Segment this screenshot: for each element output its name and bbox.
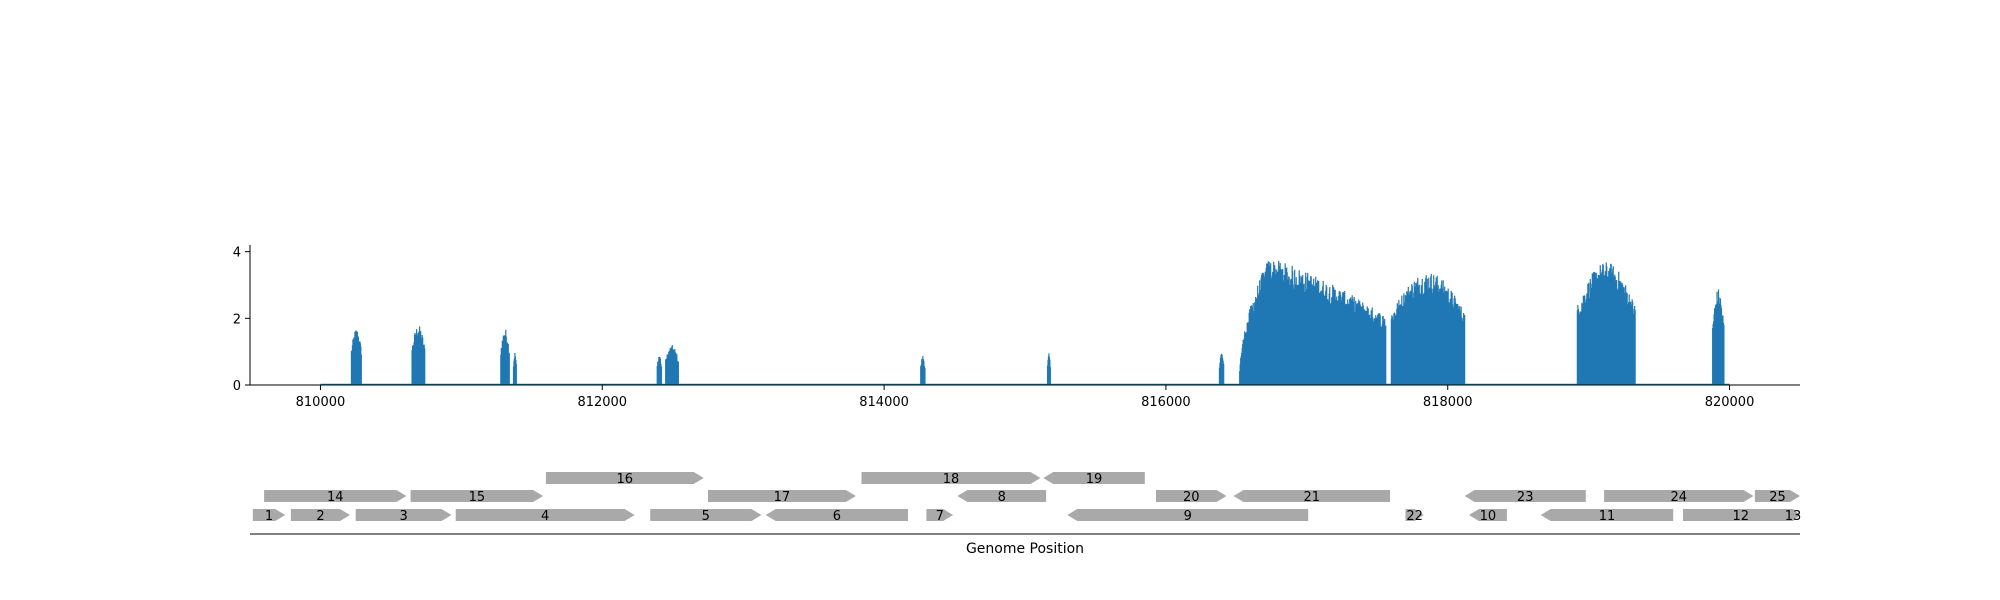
gene-label: 22 [1406,509,1423,524]
x-tick-label: 816000 [1141,395,1191,410]
x-tick-label: 814000 [859,395,909,410]
gene-arrow [650,509,762,521]
coverage-plot: 810000 812000 814000 816000 818000 820000 0 2 4 [233,245,1800,410]
gene-arrow [1785,509,1800,521]
y-tick-label: 0 [233,379,241,394]
x-tick-label: 810000 [296,395,346,410]
gene-arrow [290,509,350,521]
coverage-peak [1390,273,1466,385]
x-axis-title: Genome Position [966,541,1084,557]
coverage-peak [350,330,362,385]
y-tick-label: 2 [233,312,241,327]
gene-arrow [765,509,908,521]
gene-arrow [957,490,1047,502]
gene-label: 2 [316,509,324,524]
gene-arrow [1604,490,1754,502]
coverage-series [320,260,1730,386]
x-axis-ticks: 810000 812000 814000 816000 818000 820000 [296,385,1755,410]
coverage-peak [656,356,663,385]
gene-arrow [1468,509,1507,521]
gene-label: 25 [1769,490,1786,505]
gene-label: 23 [1517,490,1534,505]
gene-label: 3 [399,509,407,524]
gene-arrow [410,490,544,502]
coverage-peak [411,326,426,385]
coverage-peak [1712,289,1725,385]
gene-label: 7 [936,509,944,524]
x-tick-label: 812000 [577,395,627,410]
gene-label: 12 [1733,509,1750,524]
coverage-peak [1046,353,1051,385]
gene-arrow [1540,509,1674,521]
gene-label: 15 [469,490,486,505]
x-tick-label: 818000 [1423,395,1473,410]
gene-arrow [708,490,856,502]
gene-label: 21 [1304,490,1321,505]
gene-label: 4 [541,509,549,524]
gene-label: 16 [617,472,634,487]
gene-arrow [252,509,286,521]
coverage-peak [1239,260,1387,385]
gene-label: 19 [1086,472,1103,487]
gene-label: 17 [774,490,791,505]
gene-arrow [455,509,635,521]
gene-arrow [1754,490,1800,502]
gene-arrow [1405,509,1424,521]
gene-label: 13 [1785,509,1802,524]
coverage-peak [512,352,517,385]
gene-label: 20 [1183,490,1200,505]
coverage-peak [1218,353,1225,385]
gene-arrow [861,472,1041,484]
gene-label: 8 [998,490,1006,505]
gene-label: 18 [943,472,960,487]
gene-label: 6 [833,509,841,524]
coverage-peak [920,356,926,385]
gene-label: 10 [1480,509,1497,524]
gene-arrow [1156,490,1227,502]
gene-label: 9 [1184,509,1192,524]
y-tick-label: 4 [233,246,241,261]
gene-arrow [355,509,452,521]
gene-arrow [1464,490,1586,502]
gene-arrow [926,509,954,521]
gene-label: 14 [327,490,344,505]
y-axis-ticks: 0 2 4 [233,246,250,394]
coverage-peak [1576,262,1636,385]
gene-arrow [1067,509,1309,521]
gene-arrow [1683,509,1799,521]
gene-label: 5 [702,509,710,524]
coverage-peak [500,329,510,385]
gene-label: 11 [1599,509,1616,524]
x-tick-label: 820000 [1705,395,1755,410]
gene-arrow [264,490,407,502]
gene-label: 1 [265,509,273,524]
gene-arrow [1043,472,1145,484]
gene-arrow [545,472,704,484]
gene-arrow [1233,490,1390,502]
coverage-peak [665,345,679,385]
gene-label: 24 [1671,490,1688,505]
